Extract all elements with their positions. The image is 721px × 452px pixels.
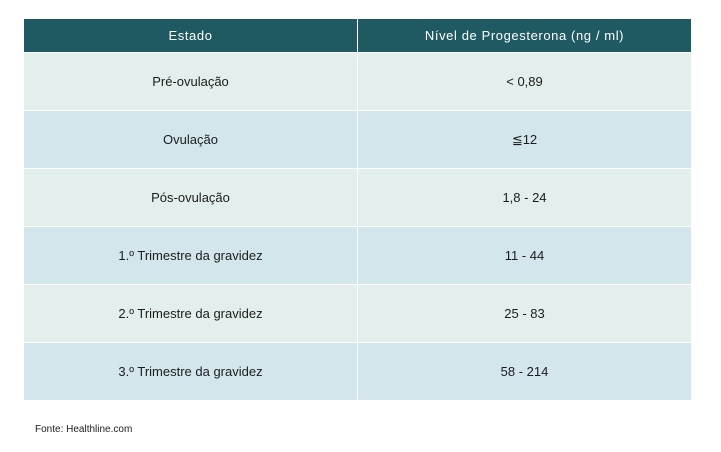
table-cell-nivel: < 0,89 (357, 53, 691, 110)
table-row: 3.º Trimestre da gravidez 58 - 214 (24, 342, 691, 400)
table-header: Estado Nível de Progesterona (ng / ml) (24, 19, 691, 52)
table-cell-estado: Ovulação (163, 132, 218, 147)
table-cell-estado: Pré-ovulação (152, 74, 229, 89)
table-cell-nivel: 1,8 - 24 (357, 169, 691, 226)
table-cell-estado: 1.º Trimestre da gravidez (118, 248, 263, 263)
table-row: 2.º Trimestre da gravidez 25 - 83 (24, 284, 691, 342)
table-cell-estado: 3.º Trimestre da gravidez (118, 364, 263, 379)
table-row: Pós-ovulação 1,8 - 24 (24, 168, 691, 226)
table-cell-nivel: ≦12 (357, 111, 691, 168)
table-cell-estado: 2.º Trimestre da gravidez (118, 306, 263, 321)
table-cell-nivel: 25 - 83 (357, 285, 691, 342)
table-row: Pré-ovulação < 0,89 (24, 52, 691, 110)
source-caption: Fonte: Healthline.com (35, 424, 133, 435)
header-estado: Estado (168, 28, 213, 43)
table-row: 1.º Trimestre da gravidez 11 - 44 (24, 226, 691, 284)
table-cell-nivel: 11 - 44 (357, 227, 691, 284)
table-cell-estado: Pós-ovulação (151, 190, 230, 205)
header-nivel-progesterona: Nível de Progesterona (ng / ml) (357, 19, 691, 52)
table-row: Ovulação ≦12 (24, 110, 691, 168)
progesterone-table: Estado Nível de Progesterona (ng / ml) P… (24, 19, 691, 400)
table-cell-nivel: 58 - 214 (357, 343, 691, 400)
